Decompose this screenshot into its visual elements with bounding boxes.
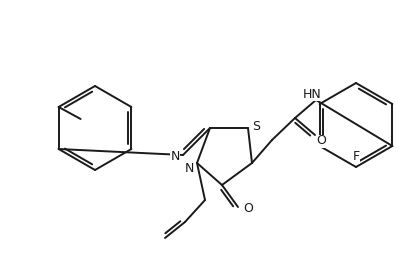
- Text: HN: HN: [302, 87, 321, 100]
- Text: N: N: [170, 151, 180, 163]
- Text: F: F: [352, 151, 359, 163]
- Text: O: O: [243, 203, 253, 216]
- Text: S: S: [252, 120, 260, 133]
- Text: N: N: [184, 161, 194, 175]
- Text: O: O: [316, 134, 326, 148]
